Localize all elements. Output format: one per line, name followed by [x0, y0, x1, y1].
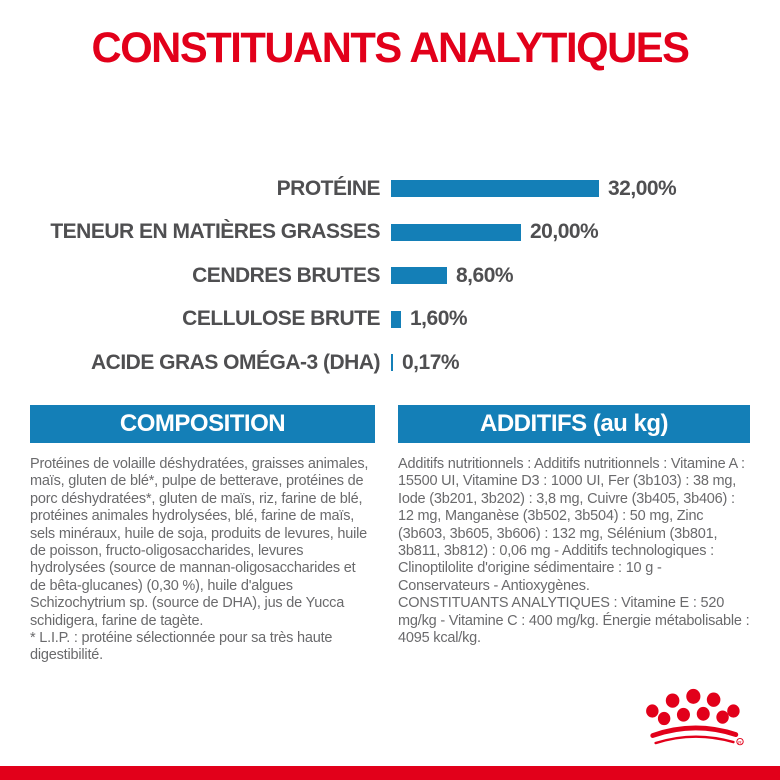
additives-text: Additifs nutritionnels : Additifs nutrit… — [398, 456, 750, 647]
composition-footnote: * L.I.P. : protéine sélectionnée pour sa… — [30, 629, 333, 664]
composition-body: Protéines de volaille déshydratées, grai… — [30, 456, 369, 629]
chart-value-label: 32,00% — [608, 176, 677, 200]
chart-category-label: TENEUR EN MATIÈRES GRASSES — [50, 220, 380, 244]
chart-row: CELLULOSE BRUTE 1,60% — [0, 298, 780, 342]
composition-header: COMPOSITION — [30, 405, 375, 443]
chart-row: CENDRES BRUTES 8,60% — [0, 254, 780, 298]
chart-value-label: 1,60% — [410, 307, 468, 331]
analytical-chart: PROTÉINE 32,00% TENEUR EN MATIÈRES GRASSES… — [0, 167, 780, 385]
royal-canin-crown-logo: R — [646, 688, 744, 746]
page-title: CONSTITUANTS ANALYTIQUES — [91, 24, 690, 72]
chart-bar — [391, 223, 521, 241]
chart-row: PROTÉINE 32,00% — [0, 167, 780, 211]
additives-analytical-constituents: CONSTITUANTS ANALYTIQUES : Vitamine E : … — [398, 595, 750, 646]
composition-text: Protéines de volaille déshydratées, grai… — [30, 456, 375, 665]
footer-red-bar — [0, 766, 780, 780]
chart-category-label: ACIDE GRAS OMÉGA-3 (DHA) — [90, 350, 381, 374]
svg-text:R: R — [738, 740, 742, 745]
chart-category-label: CELLULOSE BRUTE — [182, 307, 380, 331]
composition-section: COMPOSITION Protéines de volaille déshyd… — [30, 405, 375, 665]
chart-bar — [391, 310, 401, 328]
additives-header: ADDITIFS (au kg) — [398, 405, 750, 443]
chart-value-label: 8,60% — [456, 263, 514, 287]
additives-section: ADDITIFS (au kg) Additifs nutritionnels … — [398, 405, 750, 647]
chart-value-label: 0,17% — [402, 350, 460, 374]
additives-body: Additifs nutritionnels : Additifs nutrit… — [398, 456, 745, 594]
chart-bar — [391, 180, 599, 198]
chart-bar — [391, 267, 447, 285]
chart-row: ACIDE GRAS OMÉGA-3 (DHA) 0,17% — [0, 341, 780, 385]
chart-category-label: PROTÉINE — [276, 176, 381, 200]
chart-value-label: 20,00% — [530, 220, 599, 244]
chart-row: TENEUR EN MATIÈRES GRASSES 20,00% — [0, 211, 780, 255]
chart-category-label: CENDRES BRUTES — [192, 263, 380, 287]
chart-bar — [391, 354, 393, 372]
